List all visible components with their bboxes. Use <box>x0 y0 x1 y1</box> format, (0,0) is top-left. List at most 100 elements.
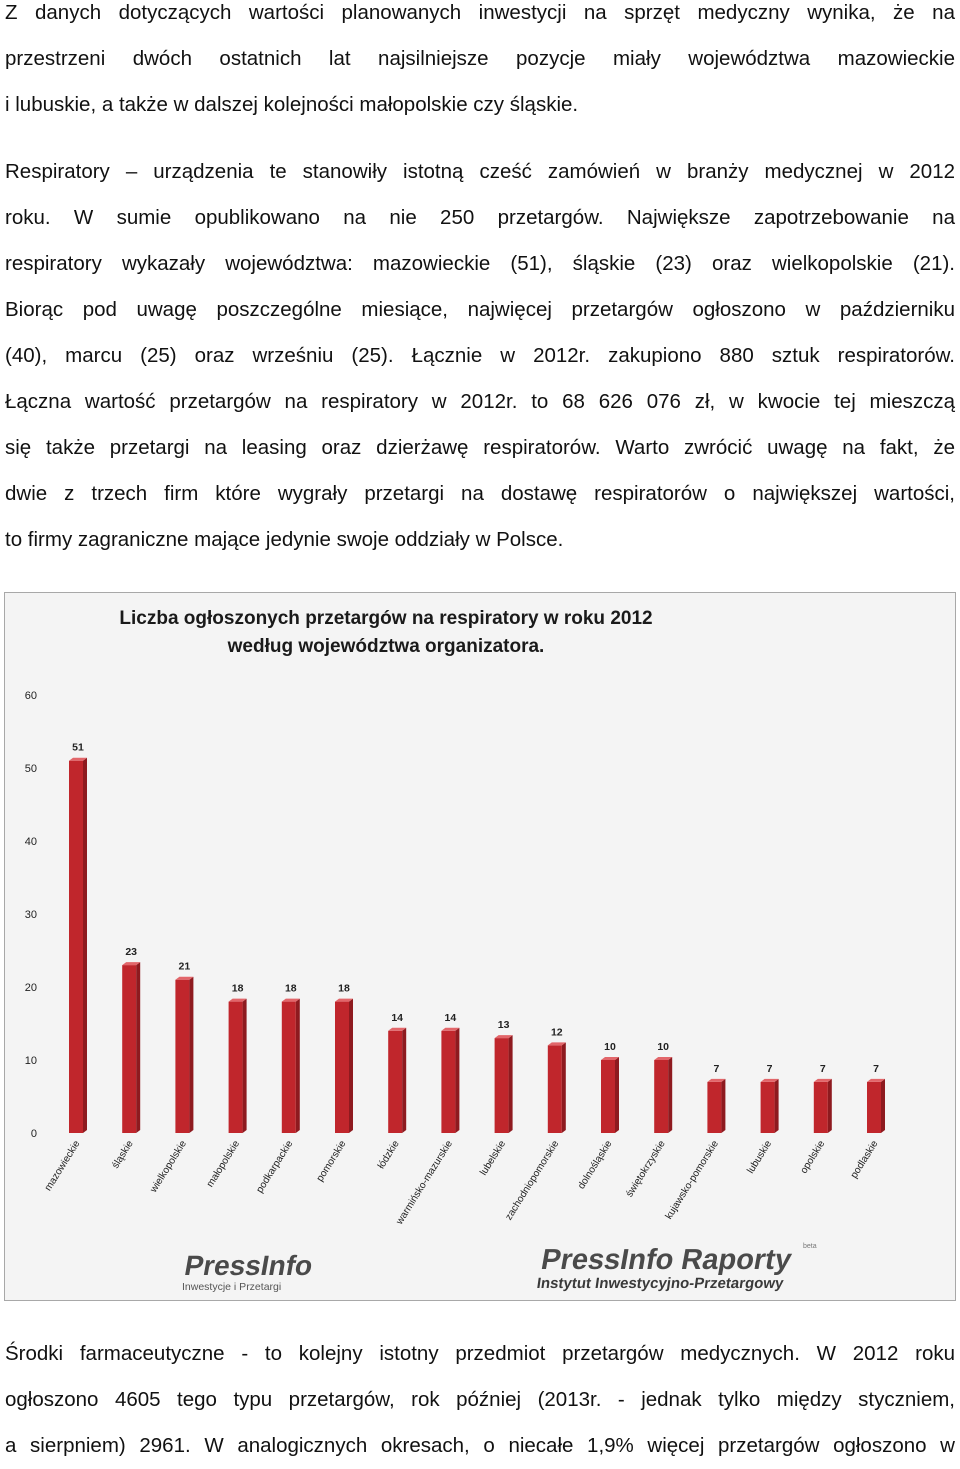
bar-top <box>547 1042 566 1046</box>
bar-top <box>122 962 141 966</box>
bar-top <box>388 1027 407 1031</box>
text-line: się także przetargi na leasing oraz dzie… <box>5 436 955 459</box>
bar-side <box>136 962 141 1133</box>
bar-value-label: 13 <box>498 1019 510 1031</box>
bar-side <box>455 1027 460 1133</box>
bar-side <box>615 1057 619 1133</box>
bar-top <box>228 998 247 1002</box>
bar-top <box>281 998 300 1002</box>
bar-dolnośląskie: 10 <box>601 1041 619 1133</box>
bar-front <box>175 979 190 1133</box>
pharma-paragraph: Środki farmaceutyczne - to kolejny istot… <box>5 1331 955 1469</box>
text-line: Środki farmaceutyczne - to kolejny istot… <box>5 1342 955 1365</box>
bar-podkarpackie: 18 <box>281 983 300 1133</box>
bar-value-label: 21 <box>179 961 191 973</box>
bar-side <box>774 1078 779 1133</box>
bar-front <box>388 1030 403 1133</box>
bar-top <box>441 1027 460 1031</box>
pressinfo-raporty-logo: PressInfo Raporty beta Instytut Inwestyc… <box>536 1240 827 1303</box>
bar-side <box>508 1035 513 1133</box>
text-line: ogłoszono 4605 tego typu przetargów, rok… <box>5 1388 955 1411</box>
x-tick-label: podkarpackie <box>254 1138 295 1195</box>
bar-value-label: 14 <box>445 1012 457 1024</box>
x-tick-label: lubelskie <box>478 1138 508 1177</box>
bar-front <box>654 1060 669 1133</box>
x-tick-label: podlaskie <box>849 1138 881 1180</box>
bar-zachodniopomorskie: 12 <box>547 1026 566 1133</box>
bar-śląskie: 23 <box>122 946 141 1133</box>
bar-front <box>707 1081 722 1133</box>
bar-top <box>69 757 87 761</box>
bar-value-label: 7 <box>820 1063 826 1075</box>
intro-paragraph: Z danych dotyczących wartości planowanyc… <box>5 0 955 128</box>
bar-side <box>242 998 247 1133</box>
bar-łódzkie: 14 <box>388 1012 407 1133</box>
text-line: (40), marcu (25) oraz wrześniu (25). Łąc… <box>5 344 955 367</box>
bar-lubuskie: 7 <box>760 1063 779 1133</box>
bars: 51 23 21 18 18 18 14 14 13 12 10 10 7 7 7 7 <box>69 742 885 1133</box>
text-line: a sierpniem) 2961. W analogicznych okres… <box>5 1434 955 1457</box>
bar-kujawsko-pomorskie: 7 <box>707 1063 726 1133</box>
bar-małopolskie: 18 <box>228 983 247 1133</box>
bar-świętokrzyskie: 10 <box>654 1041 673 1133</box>
text-line: przestrzeni dwóch ostatnich lat najsilni… <box>5 47 955 70</box>
bar-top <box>867 1078 885 1082</box>
bar-opolskie: 7 <box>813 1063 832 1133</box>
bar-front <box>760 1081 775 1133</box>
bar-top <box>335 998 353 1002</box>
bar-value-label: 18 <box>232 983 244 995</box>
y-axis: 0 10 20 30 40 50 60 <box>25 690 37 1140</box>
bar-warmińsko-mazurskie: 14 <box>441 1012 460 1133</box>
bar-side <box>668 1057 673 1133</box>
bar-side <box>561 1042 566 1133</box>
text-line: Z danych dotyczących wartości planowanyc… <box>5 1 955 24</box>
y-tick-label: 40 <box>25 836 37 848</box>
x-tick-label: kujawsko-pomorskie <box>664 1138 722 1221</box>
text-line: Łączna wartość przetargów na respiratory… <box>5 390 955 413</box>
logo-left-tagline: Inwestycje i Przetargi <box>182 1281 281 1293</box>
logo-right-tagline: Instytut Inwestycyjno-Przetargowy <box>537 1275 785 1292</box>
chart-canvas: Liczba ogłoszonych przetargów na respira… <box>25 608 885 1227</box>
text-line: dwie z trzech firm które wygrały przetar… <box>5 482 955 505</box>
bar-top <box>707 1078 726 1082</box>
bar-pomorskie: 18 <box>335 983 353 1133</box>
bar-value-label: 10 <box>657 1041 669 1053</box>
bar-value-label: 7 <box>873 1063 879 1075</box>
bar-value-label: 23 <box>125 946 137 958</box>
bar-value-label: 7 <box>713 1063 719 1075</box>
bar-mazowieckie: 51 <box>69 742 87 1133</box>
x-axis-labels: mazowieckie śląskie wielkopolskie małopolsk… <box>43 1138 881 1227</box>
pressinfo-logo: PressInfo Inwestycje i Przetargi <box>180 1248 340 1299</box>
x-tick-label: mazowieckie <box>43 1138 83 1193</box>
chart-title-line-1: Liczba ogłoszonych przetargów na respira… <box>119 608 652 629</box>
y-tick-label: 50 <box>25 763 37 775</box>
bar-top <box>760 1078 779 1082</box>
text-line: roku. W sumie opublikowano na nie 250 pr… <box>5 206 955 229</box>
bar-value-label: 18 <box>338 983 350 995</box>
bar-side <box>827 1078 832 1133</box>
bar-top <box>175 976 194 980</box>
bar-front <box>813 1081 828 1133</box>
bar-side <box>402 1027 407 1133</box>
y-tick-label: 20 <box>25 982 37 994</box>
x-tick-label: warmińsko-mazurskie <box>394 1138 455 1227</box>
bar-front <box>547 1045 562 1133</box>
bar-wielkopolskie: 21 <box>175 961 194 1133</box>
bar-front <box>122 965 137 1133</box>
bar-side <box>295 998 300 1133</box>
x-tick-label: dolnośląskie <box>576 1138 615 1191</box>
bar-value-label: 10 <box>604 1041 616 1053</box>
bar-top <box>654 1057 673 1060</box>
bar-side <box>83 757 87 1133</box>
x-tick-label: wielkopolskie <box>148 1138 189 1195</box>
respirators-paragraph: Respiratory – urządzenia te stanowiły is… <box>5 149 955 563</box>
bar-value-label: 51 <box>72 742 84 754</box>
bar-chart: Liczba ogłoszonych przetargów na respira… <box>4 592 956 1301</box>
bar-front <box>228 1001 243 1133</box>
bar-top <box>601 1057 619 1060</box>
bar-front <box>441 1030 456 1133</box>
x-tick-label: świętokrzyskie <box>624 1138 668 1199</box>
bar-lubelskie: 13 <box>494 1019 513 1133</box>
bar-podlaskie: 7 <box>867 1063 885 1133</box>
bar-front <box>69 760 83 1133</box>
